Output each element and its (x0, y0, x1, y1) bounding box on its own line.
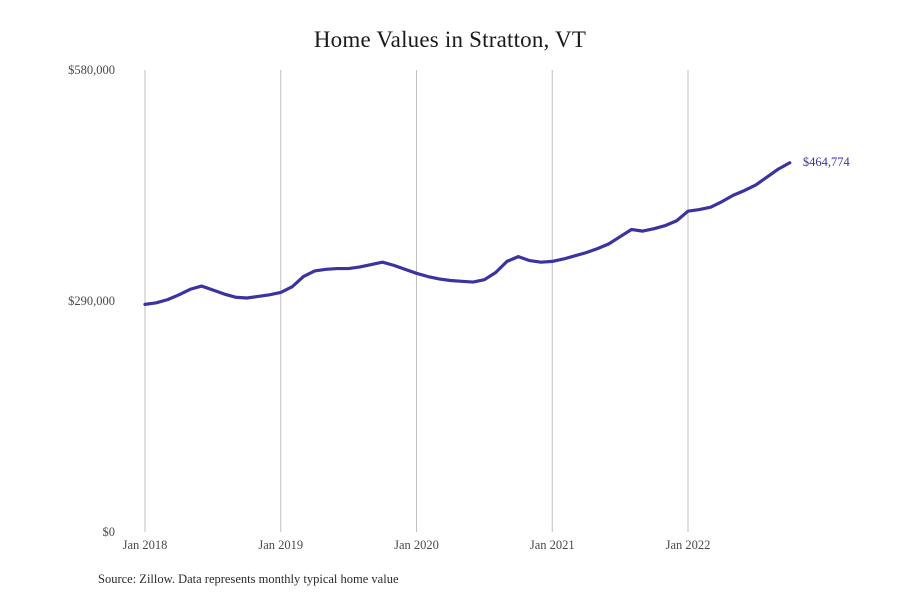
source-note: Source: Zillow. Data represents monthly … (98, 572, 399, 586)
gridlines-group (144, 70, 689, 532)
y-axis-tick-label-top: $580,000 (68, 63, 115, 77)
x-axis-tick-label-jan-2021: Jan 2021 (529, 538, 575, 552)
value-line-path (143, 161, 792, 306)
y-axis-tick-label-zero: $0 (102, 525, 116, 539)
x-axis-tick-label-jan-2020: Jan 2020 (394, 538, 439, 552)
x-axis-tick-label-jan-2019: Jan 2019 (258, 538, 304, 552)
endpoint-value-label: $464,774 (802, 154, 850, 169)
y-axis-tick-label-mid: $290,000 (68, 294, 115, 308)
chart-title: Home Values in Stratton, VT (313, 27, 587, 52)
x-axis-tick-label-jan-2018: Jan 2018 (122, 538, 168, 552)
x-axis-tick-label-jan-2022: Jan 2022 (665, 538, 711, 552)
